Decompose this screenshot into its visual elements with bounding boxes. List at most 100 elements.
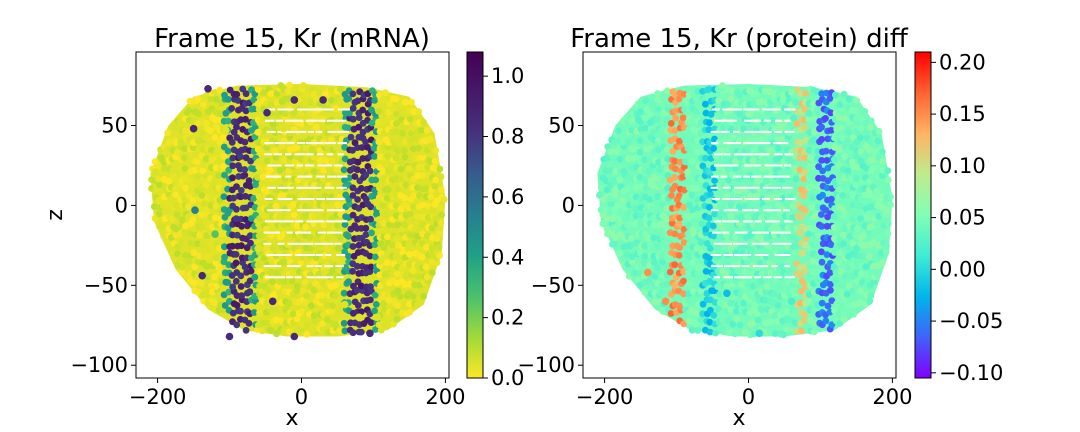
cell-point: [879, 148, 886, 156]
cell-point: [659, 258, 666, 266]
cell-point: [698, 248, 705, 256]
cell-point: [857, 270, 865, 278]
cell-point: [379, 202, 387, 209]
cell-point: [729, 133, 737, 141]
cell-point: [255, 139, 262, 146]
cell-point: [264, 287, 272, 294]
cell-point: [667, 310, 675, 317]
cell-point: [684, 145, 692, 152]
cell-point: [423, 243, 430, 251]
segmentation-gap: [733, 254, 744, 256]
cell-point: [649, 205, 657, 213]
cell-point: [406, 300, 413, 308]
segmentation-gap: [744, 130, 754, 133]
cell-point: [831, 134, 838, 142]
cell-point: [690, 143, 698, 151]
cell-point: [220, 193, 228, 201]
segmentation-gap: [265, 119, 275, 122]
segmentation-gap: [314, 142, 324, 145]
cell-point: [319, 280, 327, 288]
cell-point: [663, 145, 671, 153]
cell-point: [814, 268, 821, 275]
cell-point: [436, 252, 443, 259]
cell-point: [741, 195, 748, 203]
segmentation-gap: [304, 231, 312, 234]
cell-point: [879, 259, 886, 267]
cell-point: [642, 97, 650, 105]
cell-point: [705, 168, 713, 176]
cell-point: [367, 319, 375, 326]
cell-point: [269, 278, 277, 286]
segmentation-gap: [325, 254, 332, 256]
cell-point: [823, 251, 831, 258]
outlier-point: [755, 329, 764, 338]
cell-point: [381, 89, 389, 96]
cell-point: [779, 317, 786, 325]
cell-point: [672, 107, 680, 114]
cell-point: [247, 157, 255, 165]
cell-point: [189, 197, 197, 204]
cell-point: [242, 90, 250, 98]
segmentation-gap: [305, 119, 318, 122]
segmentation-gap: [723, 164, 734, 167]
cell-point: [796, 271, 804, 279]
segmentation-gap: [264, 220, 276, 223]
cell-point: [707, 306, 714, 314]
cell-point: [297, 155, 305, 163]
cell-point: [728, 87, 736, 95]
cell-point: [792, 277, 799, 285]
cell-point: [658, 289, 665, 296]
cell-point: [728, 146, 736, 154]
cell-point: [814, 203, 822, 211]
cell-point: [354, 302, 362, 309]
cell-point: [654, 116, 661, 123]
cell-point: [688, 326, 696, 334]
cell-point: [185, 203, 193, 211]
cell-point: [220, 163, 227, 170]
cell-point: [345, 124, 352, 132]
cell-point: [306, 233, 314, 241]
cell-point: [822, 317, 830, 325]
cell-point: [861, 108, 869, 115]
cell-point: [306, 317, 314, 324]
cell-point: [712, 329, 719, 337]
segmentation-gap: [296, 186, 307, 189]
cell-point: [671, 182, 679, 190]
segmentation-gap: [730, 265, 741, 268]
cell-point: [641, 124, 649, 132]
cell-point: [302, 91, 310, 99]
cell-point: [671, 127, 679, 134]
segmentation-gap: [762, 198, 770, 200]
segmentation-gap: [327, 209, 338, 212]
cell-point: [186, 157, 194, 165]
cell-point: [685, 126, 692, 134]
cell-point: [340, 319, 348, 327]
segmentation-gap: [724, 242, 733, 245]
cell-point: [242, 216, 250, 223]
outlier-point: [661, 297, 670, 306]
segmentation-gap: [714, 153, 723, 156]
cell-point: [393, 110, 401, 118]
segmentation-gap: [266, 254, 279, 256]
segmentation-gap: [285, 153, 292, 156]
cell-point: [272, 202, 280, 210]
segmentation-gap: [317, 231, 327, 234]
cell-point: [757, 176, 765, 184]
axis-ticks-left: −200 0 200 −100 −50 0 50: [70, 114, 465, 409]
cell-point: [286, 81, 293, 89]
cell-point: [332, 120, 340, 127]
segmentation-gap: [297, 209, 309, 212]
segmentation-gap: [742, 220, 754, 223]
segmentation-gap: [734, 231, 746, 234]
cell-point: [181, 252, 189, 259]
cell-point: [298, 167, 306, 175]
cell-point: [841, 225, 849, 232]
chart-title-left: Frame 15, Kr (mRNA): [154, 24, 430, 54]
cell-point: [779, 124, 786, 132]
cell-point: [693, 244, 701, 252]
cell-point: [809, 203, 817, 211]
cell-point: [754, 316, 762, 324]
cell-point: [763, 177, 771, 185]
segmentation-gap: [316, 254, 324, 256]
cell-point: [866, 123, 874, 131]
